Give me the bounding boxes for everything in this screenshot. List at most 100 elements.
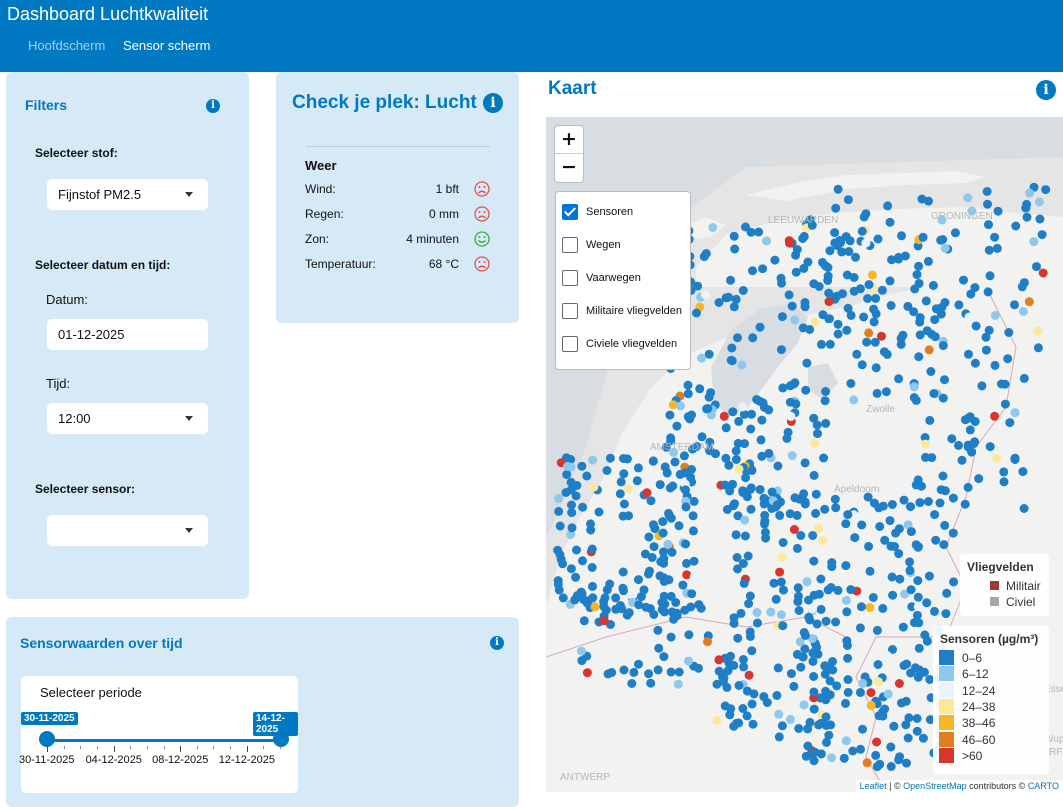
sensor-marker[interactable] bbox=[777, 278, 786, 288]
map[interactable]: LEEUWARDEN GRONINGEN AMSTERDAM Apeldoorn Zwo… bbox=[546, 117, 1063, 792]
sensor-marker[interactable] bbox=[992, 243, 1002, 253]
sensor-marker[interactable] bbox=[940, 486, 950, 496]
sensor-marker[interactable] bbox=[974, 474, 984, 484]
sensor-marker[interactable] bbox=[685, 414, 695, 424]
sensor-marker[interactable] bbox=[733, 564, 742, 574]
sensor-marker[interactable] bbox=[843, 675, 853, 685]
sensor-marker[interactable] bbox=[809, 590, 819, 600]
sensor-marker[interactable] bbox=[984, 245, 994, 255]
sensor-marker[interactable] bbox=[894, 254, 903, 264]
sensor-marker[interactable] bbox=[912, 726, 922, 736]
sensor-marker[interactable] bbox=[815, 693, 825, 703]
sensor-marker[interactable] bbox=[913, 542, 923, 552]
sensor-marker[interactable] bbox=[730, 244, 740, 254]
sensor-marker[interactable] bbox=[966, 289, 976, 299]
sensor-marker[interactable] bbox=[996, 379, 1006, 389]
sensor-marker[interactable] bbox=[809, 279, 819, 289]
sensor-marker[interactable] bbox=[855, 623, 865, 633]
sensor-marker[interactable] bbox=[805, 325, 815, 334]
sensor-marker[interactable] bbox=[779, 585, 788, 595]
sensor-marker[interactable] bbox=[799, 263, 809, 273]
sensor-marker[interactable] bbox=[731, 446, 741, 456]
sensor-marker[interactable] bbox=[796, 531, 806, 540]
sensor-marker[interactable] bbox=[741, 222, 750, 232]
sensor-marker[interactable] bbox=[867, 270, 877, 280]
sensor-marker[interactable] bbox=[903, 733, 913, 743]
sensor-marker[interactable] bbox=[816, 604, 826, 614]
sensor-marker[interactable] bbox=[872, 388, 882, 398]
sensor-marker[interactable] bbox=[776, 610, 786, 620]
sensor-marker[interactable] bbox=[666, 667, 676, 677]
sensor-marker[interactable] bbox=[666, 591, 676, 601]
sensor-marker[interactable] bbox=[786, 669, 796, 679]
sensor-marker[interactable] bbox=[1038, 268, 1048, 278]
sensor-marker[interactable] bbox=[923, 497, 933, 506]
sensor-marker[interactable] bbox=[721, 423, 731, 433]
info-icon[interactable]: i bbox=[206, 99, 220, 113]
sensor-marker[interactable] bbox=[938, 393, 948, 403]
sensor-marker[interactable] bbox=[777, 721, 787, 731]
zoom-out-button[interactable]: − bbox=[561, 156, 577, 178]
sensor-marker[interactable] bbox=[694, 600, 704, 610]
sensor-marker[interactable] bbox=[1005, 418, 1015, 428]
osm-link[interactable]: OpenStreetMap bbox=[903, 781, 967, 791]
sensor-marker[interactable] bbox=[954, 300, 964, 310]
sensor-marker[interactable] bbox=[764, 405, 774, 415]
sensor-marker[interactable] bbox=[1010, 408, 1020, 418]
sensor-marker[interactable] bbox=[863, 294, 873, 303]
sensor-marker[interactable] bbox=[726, 355, 736, 365]
sensor-marker[interactable] bbox=[659, 576, 669, 586]
sensor-marker[interactable] bbox=[798, 652, 808, 662]
sensor-marker[interactable] bbox=[905, 565, 915, 575]
sensor-marker[interactable] bbox=[754, 227, 764, 237]
sensor-marker[interactable] bbox=[862, 758, 872, 768]
sensor-marker[interactable] bbox=[687, 465, 696, 474]
sensor-marker[interactable] bbox=[676, 401, 685, 411]
sensor-marker[interactable] bbox=[747, 699, 757, 709]
sensor-marker[interactable] bbox=[985, 442, 995, 452]
sensor-marker[interactable] bbox=[644, 532, 654, 542]
sensor-marker[interactable] bbox=[849, 273, 859, 282]
sensor-marker[interactable] bbox=[805, 717, 815, 727]
sensor-marker[interactable] bbox=[777, 312, 787, 322]
sensor-marker[interactable] bbox=[809, 556, 819, 566]
sensor-marker[interactable] bbox=[616, 477, 626, 487]
sensor-marker[interactable] bbox=[922, 326, 932, 336]
sensor-marker[interactable] bbox=[760, 516, 770, 526]
sensor-marker[interactable] bbox=[891, 528, 901, 538]
sensor-marker[interactable] bbox=[1032, 262, 1041, 272]
sensor-marker[interactable] bbox=[865, 603, 875, 612]
sensor-marker[interactable] bbox=[839, 753, 849, 763]
sensor-marker[interactable] bbox=[623, 484, 633, 494]
sensor-marker[interactable] bbox=[827, 642, 837, 652]
sensor-marker[interactable] bbox=[729, 231, 739, 241]
leaflet-link[interactable]: Leaflet bbox=[859, 781, 887, 791]
sensor-marker[interactable] bbox=[633, 463, 643, 473]
sensor-marker[interactable] bbox=[913, 592, 923, 602]
sensor-marker[interactable] bbox=[863, 492, 873, 502]
sensor-marker[interactable] bbox=[678, 580, 688, 590]
sensor-marker[interactable] bbox=[775, 567, 785, 577]
sensor-marker[interactable] bbox=[644, 669, 654, 679]
sensor-marker[interactable] bbox=[983, 287, 993, 297]
sensor-marker[interactable] bbox=[731, 455, 741, 464]
sensor-marker[interactable] bbox=[813, 523, 823, 533]
sensor-marker[interactable] bbox=[930, 510, 940, 520]
sensor-marker[interactable] bbox=[869, 498, 879, 508]
sensor-marker[interactable] bbox=[915, 313, 925, 322]
sensor-marker[interactable] bbox=[704, 349, 714, 359]
sensor-marker[interactable] bbox=[742, 711, 752, 721]
sensor-marker[interactable] bbox=[742, 686, 752, 696]
sensor-marker[interactable] bbox=[734, 416, 744, 426]
sensor-marker[interactable] bbox=[841, 519, 851, 529]
sensor-marker[interactable] bbox=[703, 637, 712, 647]
sensor-marker[interactable] bbox=[746, 424, 756, 434]
sensor-marker[interactable] bbox=[857, 360, 867, 370]
sensor-marker[interactable] bbox=[803, 741, 813, 751]
sensor-marker[interactable] bbox=[588, 581, 597, 591]
sensor-marker[interactable] bbox=[747, 465, 757, 475]
sensor-marker[interactable] bbox=[653, 665, 663, 675]
sensor-marker[interactable] bbox=[869, 317, 879, 327]
sensor-marker[interactable] bbox=[808, 604, 817, 614]
info-icon[interactable]: i bbox=[1036, 80, 1056, 100]
